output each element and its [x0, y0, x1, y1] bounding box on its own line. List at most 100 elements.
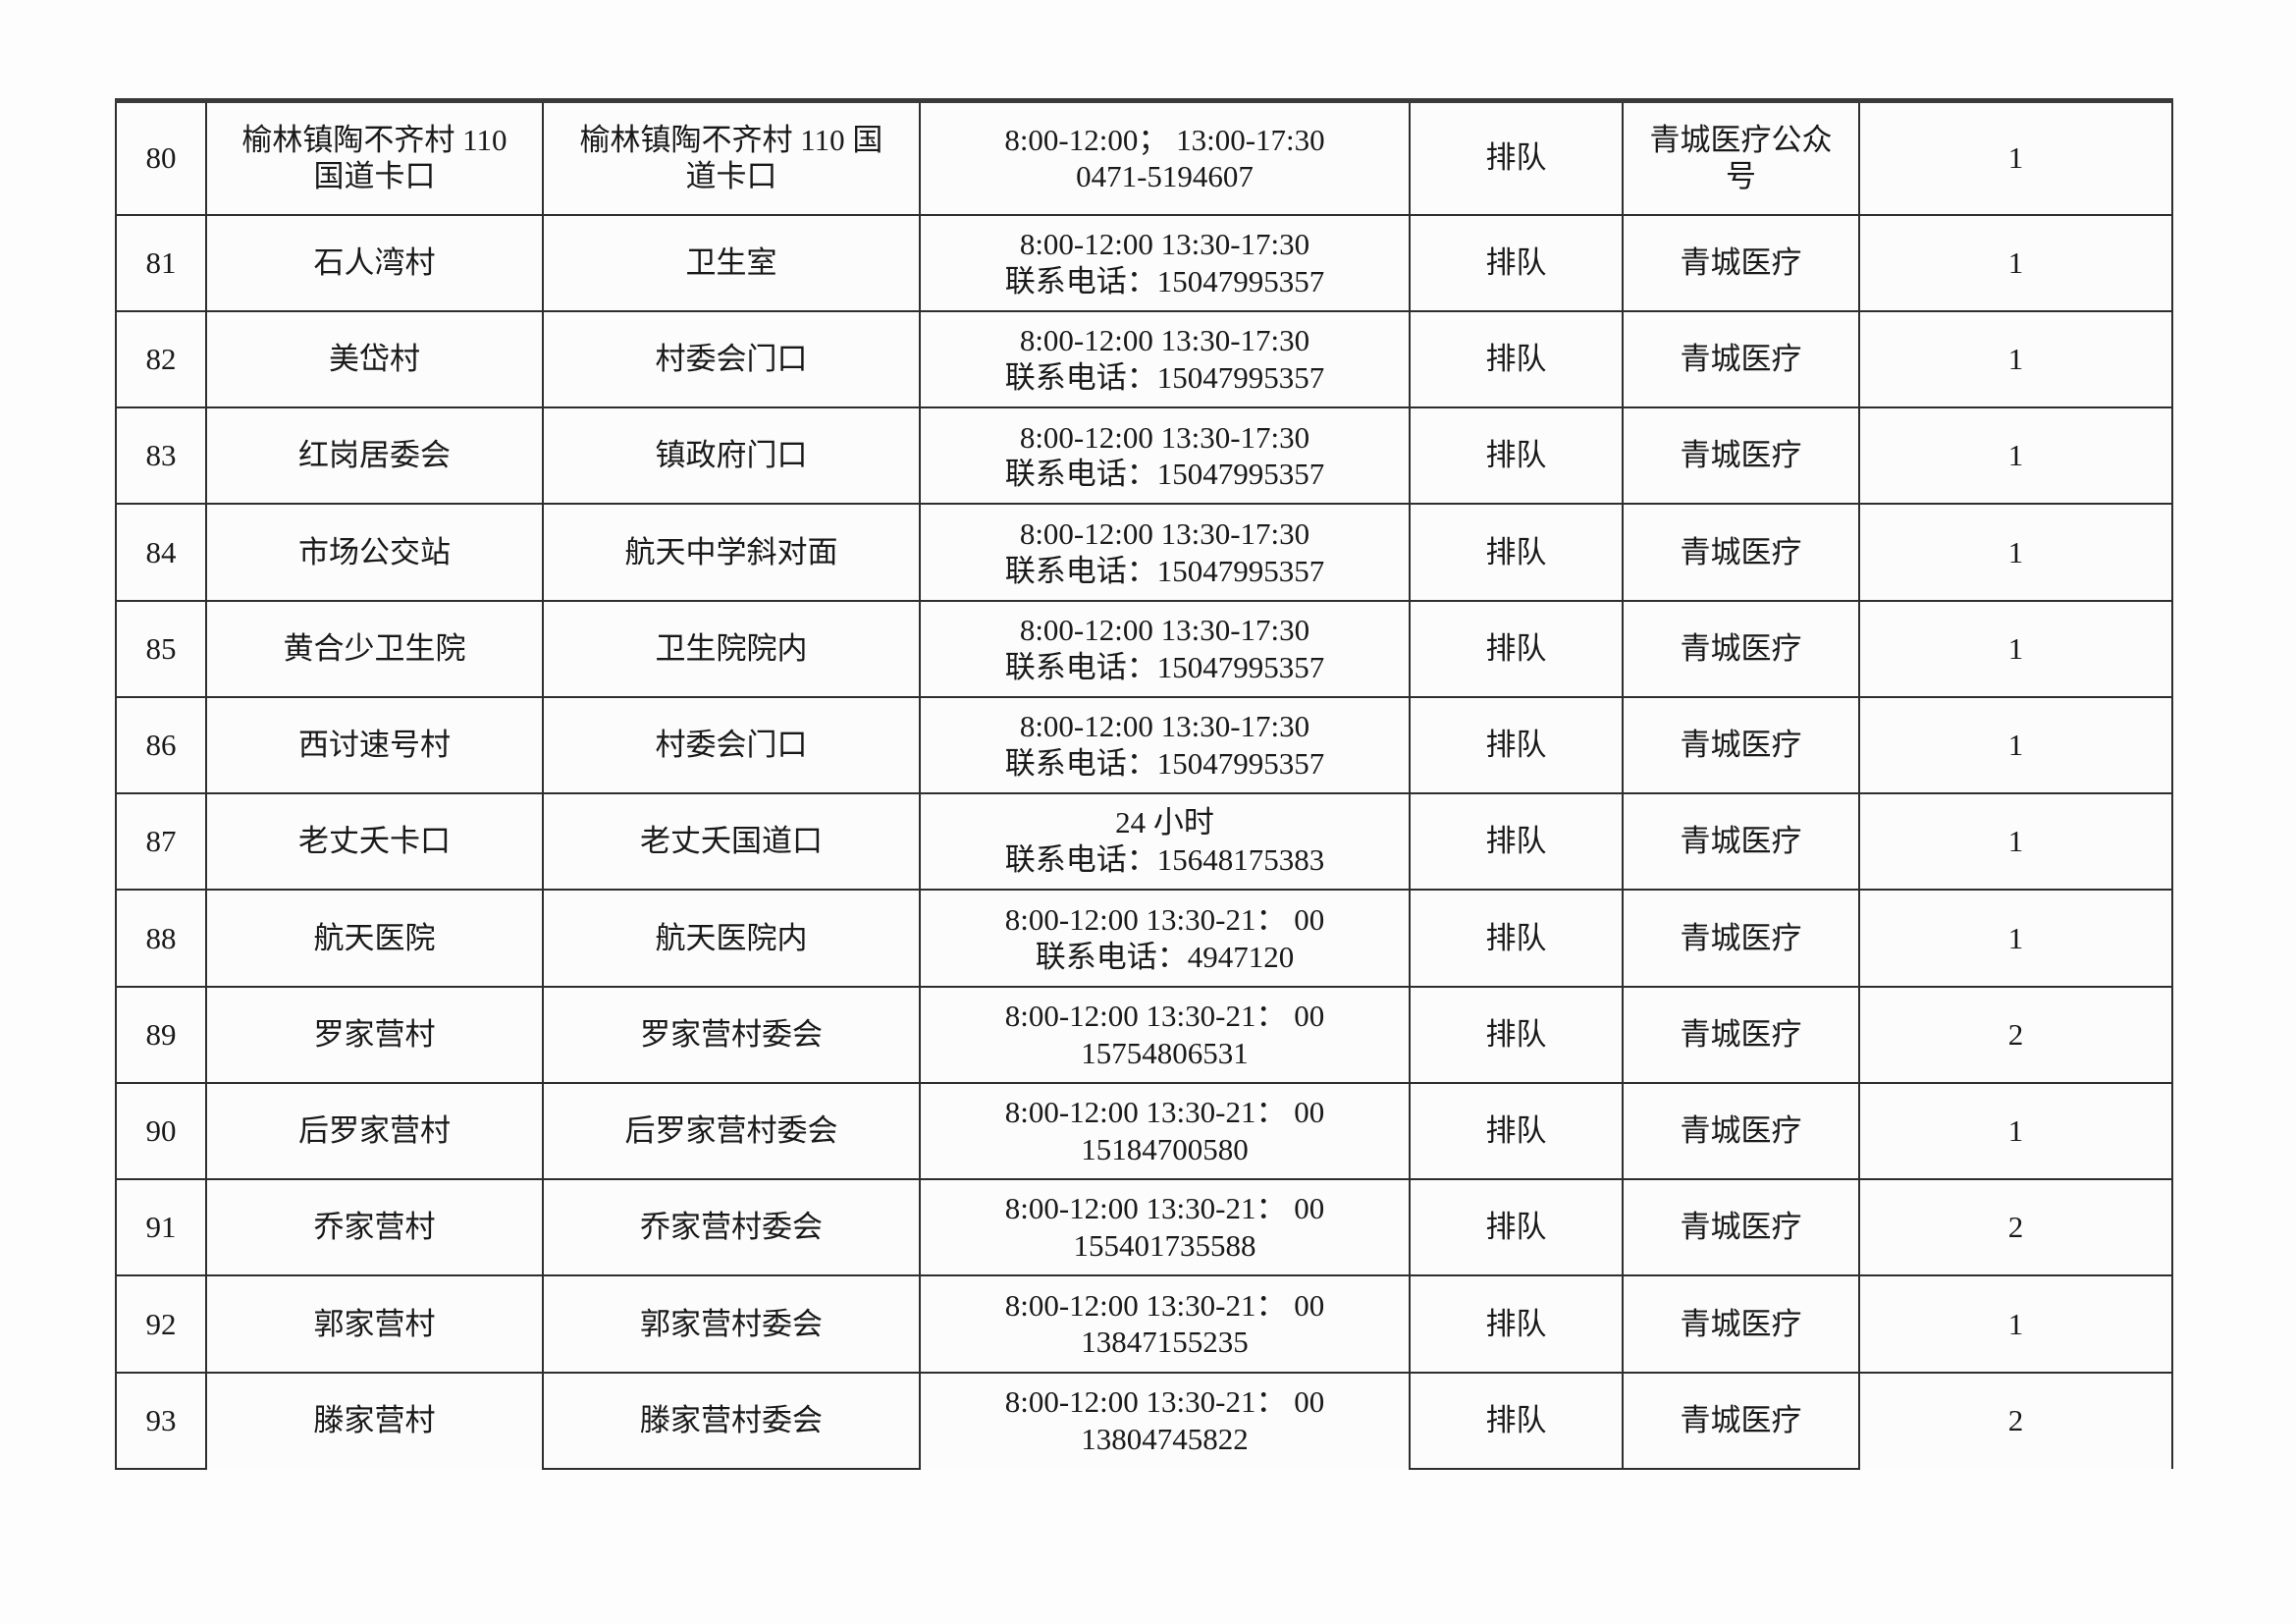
status-cell: 排队 [1409, 1371, 1624, 1471]
site-name-cell: 郭家营村 [205, 1274, 544, 1374]
provider-cell: 青城医疗 [1622, 792, 1860, 892]
staff-count-cell: 1 [1858, 310, 2173, 409]
status-cell: 排队 [1409, 1178, 1624, 1277]
site-location-cell: 滕家营村委会 [542, 1371, 921, 1471]
site-location-cell: 航天医院内 [542, 889, 921, 988]
site-name-cell: 美岱村 [205, 310, 544, 409]
status-cell: 排队 [1409, 310, 1624, 409]
table-row: 87 老丈夭卡口 老丈夭国道口 24 小时 联系电话：15648175383 排队 青城医… [115, 792, 2173, 892]
hours-phone-cell: 24 小时 联系电话：15648175383 [919, 792, 1411, 892]
site-location-cell: 榆林镇陶不齐村 110 国 道卡口 [542, 99, 921, 216]
hours-phone-cell: 8:00-12:00 13:30-21： 00 15184700580 [919, 1081, 1411, 1181]
provider-cell: 青城医疗 [1622, 1081, 1860, 1181]
row-number-cell: 93 [115, 1371, 207, 1471]
site-location-cell: 村委会门口 [542, 695, 921, 795]
site-location-cell: 卫生室 [542, 213, 921, 313]
site-name-cell: 石人湾村 [205, 213, 544, 313]
row-number-cell: 90 [115, 1081, 207, 1181]
status-cell: 排队 [1409, 99, 1624, 216]
table-row: 86 西讨速号村 村委会门口 8:00-12:00 13:30-17:30 联系电话：… [115, 695, 2173, 795]
row-number-cell: 82 [115, 310, 207, 409]
provider-cell: 青城医疗 [1622, 985, 1860, 1084]
provider-cell: 青城医疗 [1622, 889, 1860, 988]
status-cell: 排队 [1409, 889, 1624, 988]
row-number-cell: 86 [115, 695, 207, 795]
status-cell: 排队 [1409, 792, 1624, 892]
staff-count-cell: 1 [1858, 1274, 2173, 1374]
provider-cell: 青城医疗 [1622, 599, 1860, 698]
staff-count-cell: 1 [1858, 1081, 2173, 1181]
hours-phone-cell: 8:00-12:00 13:30-21： 00 联系电话：4947120 [919, 889, 1411, 988]
staff-count-cell: 2 [1858, 985, 2173, 1084]
hours-phone-cell: 8:00-12:00 13:30-21： 00 13804745822 [919, 1371, 1411, 1469]
table-row: 82 美岱村 村委会门口 8:00-12:00 13:30-17:30 联系电话：15… [115, 310, 2173, 409]
row-number-cell: 89 [115, 985, 207, 1084]
row-number-cell: 84 [115, 503, 207, 602]
site-location-cell: 村委会门口 [542, 310, 921, 409]
row-number-cell: 81 [115, 213, 207, 313]
table-row: 81 石人湾村 卫生室 8:00-12:00 13:30-17:30 联系电话：150… [115, 213, 2173, 313]
site-name-cell: 罗家营村 [205, 985, 544, 1084]
site-name-cell: 榆林镇陶不齐村 110 国道卡口 [205, 99, 544, 216]
provider-cell: 青城医疗公众 号 [1622, 99, 1860, 216]
site-name-cell: 西讨速号村 [205, 695, 544, 795]
table-row: 92 郭家营村 郭家营村委会 8:00-12:00 13:30-21： 00 1384… [115, 1274, 2173, 1374]
hours-phone-cell: 8:00-12:00 13:30-17:30 联系电话：15047995357 [919, 695, 1411, 795]
provider-cell: 青城医疗 [1622, 1178, 1860, 1277]
hours-phone-cell: 8:00-12:00 13:30-21： 00 155401735588 [919, 1178, 1411, 1277]
site-name-cell: 航天医院 [205, 889, 544, 988]
status-cell: 排队 [1409, 695, 1624, 795]
hours-phone-cell: 8:00-12:00 13:30-21： 00 13847155235 [919, 1274, 1411, 1374]
status-cell: 排队 [1409, 406, 1624, 506]
site-name-cell: 后罗家营村 [205, 1081, 544, 1181]
table-row: 83 红岗居委会 镇政府门口 8:00-12:00 13:30-17:30 联系电话：… [115, 406, 2173, 506]
site-location-cell: 罗家营村委会 [542, 985, 921, 1084]
staff-count-cell: 2 [1858, 1371, 2173, 1469]
site-location-cell: 后罗家营村委会 [542, 1081, 921, 1181]
table-row: 84 市场公交站 航天中学斜对面 8:00-12:00 13:30-17:30 联系电… [115, 503, 2173, 602]
staff-count-cell: 1 [1858, 503, 2173, 602]
row-number-cell: 88 [115, 889, 207, 988]
site-location-cell: 老丈夭国道口 [542, 792, 921, 892]
site-name-cell: 红岗居委会 [205, 406, 544, 506]
site-name-cell: 老丈夭卡口 [205, 792, 544, 892]
site-name-cell: 市场公交站 [205, 503, 544, 602]
staff-count-cell: 1 [1858, 889, 2173, 988]
site-location-cell: 卫生院院内 [542, 599, 921, 698]
row-number-cell: 85 [115, 599, 207, 698]
status-cell: 排队 [1409, 503, 1624, 602]
site-location-cell: 郭家营村委会 [542, 1274, 921, 1374]
site-location-cell: 乔家营村委会 [542, 1178, 921, 1277]
site-name-cell: 滕家营村 [205, 1371, 544, 1469]
row-number-cell: 92 [115, 1274, 207, 1374]
table-row: 85 黄合少卫生院 卫生院院内 8:00-12:00 13:30-17:30 联系电话… [115, 599, 2173, 698]
site-name-cell: 乔家营村 [205, 1178, 544, 1277]
row-number-cell: 91 [115, 1178, 207, 1277]
hours-phone-cell: 8:00-12:00 13:30-17:30 联系电话：15047995357 [919, 503, 1411, 602]
table-row: 88 航天医院 航天医院内 8:00-12:00 13:30-21： 00 联系电话：… [115, 889, 2173, 988]
row-number-cell: 83 [115, 406, 207, 506]
hours-phone-cell: 8:00-12:00 13:30-17:30 联系电话：15047995357 [919, 406, 1411, 506]
table-row: 80 榆林镇陶不齐村 110 国道卡口 榆林镇陶不齐村 110 国 道卡口 8:00-… [115, 99, 2173, 216]
provider-cell: 青城医疗 [1622, 503, 1860, 602]
table-row: 89 罗家营村 罗家营村委会 8:00-12:00 13:30-21： 00 1575… [115, 985, 2173, 1084]
row-number-cell: 87 [115, 792, 207, 892]
status-cell: 排队 [1409, 599, 1624, 698]
provider-cell: 青城医疗 [1622, 310, 1860, 409]
status-cell: 排队 [1409, 213, 1624, 313]
table-row: 91 乔家营村 乔家营村委会 8:00-12:00 13:30-21： 00 1554… [115, 1178, 2173, 1277]
hours-phone-cell: 8:00-12:00 13:30-17:30 联系电话：15047995357 [919, 310, 1411, 409]
table-body: 80 榆林镇陶不齐村 110 国道卡口 榆林镇陶不齐村 110 国 道卡口 8:00-… [115, 99, 2173, 1471]
hours-phone-cell: 8:00-12:00； 13:00-17:30 0471-5194607 [919, 99, 1411, 216]
staff-count-cell: 1 [1858, 792, 2173, 892]
staff-count-cell: 1 [1858, 695, 2173, 795]
table-row: 90 后罗家营村 后罗家营村委会 8:00-12:00 13:30-21： 00 15… [115, 1081, 2173, 1181]
hours-phone-cell: 8:00-12:00 13:30-17:30 联系电话：15047995357 [919, 599, 1411, 698]
site-name-cell: 黄合少卫生院 [205, 599, 544, 698]
provider-cell: 青城医疗 [1622, 1371, 1860, 1471]
site-location-cell: 镇政府门口 [542, 406, 921, 506]
status-cell: 排队 [1409, 1274, 1624, 1374]
status-cell: 排队 [1409, 1081, 1624, 1181]
service-sites-table: 80 榆林镇陶不齐村 110 国道卡口 榆林镇陶不齐村 110 国 道卡口 8:00-… [115, 98, 2173, 1471]
